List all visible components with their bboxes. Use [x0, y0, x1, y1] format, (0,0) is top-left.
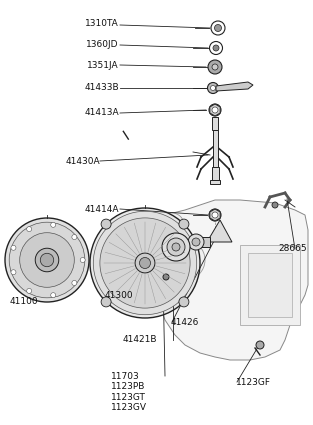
- Circle shape: [256, 341, 264, 349]
- Circle shape: [209, 209, 221, 221]
- Circle shape: [179, 219, 189, 229]
- Circle shape: [212, 212, 218, 218]
- Circle shape: [211, 85, 215, 91]
- Circle shape: [51, 222, 56, 227]
- Circle shape: [173, 248, 197, 272]
- Circle shape: [135, 253, 155, 273]
- Text: 1360JD: 1360JD: [86, 40, 119, 49]
- Circle shape: [80, 258, 85, 263]
- Circle shape: [9, 222, 85, 298]
- Circle shape: [208, 82, 218, 94]
- Polygon shape: [212, 117, 218, 130]
- Text: 41430A: 41430A: [65, 157, 100, 166]
- Circle shape: [51, 293, 56, 298]
- Text: 41421B: 41421B: [122, 335, 156, 345]
- Circle shape: [272, 202, 278, 208]
- Polygon shape: [158, 200, 308, 360]
- Text: 1123GT: 1123GT: [111, 393, 146, 402]
- Circle shape: [101, 219, 111, 229]
- Text: 1351JA: 1351JA: [87, 61, 119, 71]
- Text: 11703: 11703: [111, 371, 140, 381]
- Circle shape: [27, 227, 32, 232]
- Circle shape: [5, 218, 89, 302]
- Circle shape: [209, 104, 221, 116]
- Circle shape: [101, 297, 111, 307]
- Polygon shape: [212, 167, 218, 180]
- Circle shape: [160, 213, 184, 237]
- Circle shape: [11, 245, 16, 250]
- Text: 41426: 41426: [171, 317, 199, 327]
- Text: 41413A: 41413A: [84, 108, 119, 117]
- Circle shape: [179, 297, 189, 307]
- Text: 41300: 41300: [105, 291, 133, 300]
- Circle shape: [211, 21, 225, 35]
- Circle shape: [93, 211, 197, 314]
- Circle shape: [72, 235, 77, 240]
- Polygon shape: [210, 104, 220, 116]
- Circle shape: [209, 42, 223, 54]
- Polygon shape: [216, 82, 253, 91]
- Circle shape: [213, 45, 219, 51]
- Circle shape: [163, 274, 169, 280]
- Polygon shape: [240, 245, 300, 325]
- Text: 41433B: 41433B: [84, 83, 119, 93]
- Circle shape: [20, 233, 74, 287]
- Circle shape: [167, 238, 185, 256]
- Circle shape: [27, 289, 32, 293]
- Circle shape: [11, 270, 16, 275]
- Text: 1123PB: 1123PB: [111, 382, 146, 391]
- Circle shape: [90, 208, 200, 318]
- Circle shape: [35, 248, 59, 272]
- Circle shape: [72, 280, 77, 286]
- Circle shape: [140, 258, 151, 269]
- Circle shape: [40, 253, 54, 267]
- Text: 1123GV: 1123GV: [111, 403, 147, 413]
- Text: 1123GF: 1123GF: [236, 378, 271, 387]
- Polygon shape: [213, 130, 218, 167]
- Circle shape: [192, 238, 200, 246]
- Circle shape: [212, 64, 218, 70]
- Circle shape: [165, 240, 205, 280]
- Polygon shape: [196, 237, 210, 247]
- Text: 28665: 28665: [278, 244, 307, 253]
- Circle shape: [188, 234, 204, 250]
- Text: 41100: 41100: [9, 297, 38, 306]
- Polygon shape: [210, 180, 220, 184]
- Polygon shape: [207, 220, 232, 242]
- Circle shape: [212, 107, 218, 113]
- Circle shape: [172, 243, 180, 251]
- Circle shape: [100, 218, 190, 308]
- Polygon shape: [248, 253, 292, 317]
- Text: 41414A: 41414A: [85, 204, 119, 214]
- Circle shape: [214, 25, 222, 31]
- Polygon shape: [210, 209, 220, 221]
- Circle shape: [162, 233, 190, 261]
- Text: 1310TA: 1310TA: [85, 19, 119, 28]
- Circle shape: [208, 60, 222, 74]
